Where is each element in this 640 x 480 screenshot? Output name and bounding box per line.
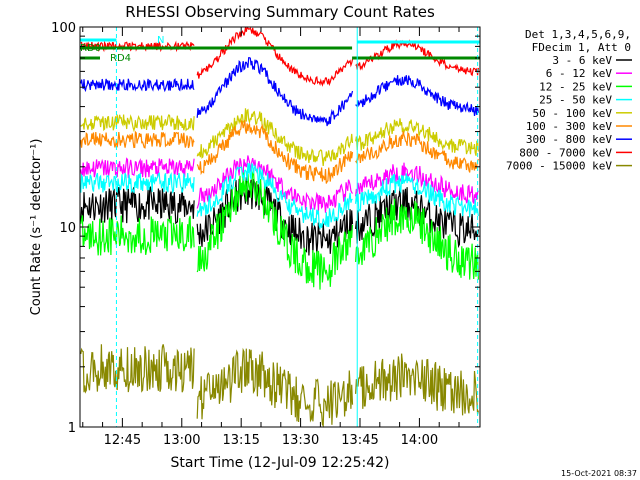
legend-entry-label: 7000 - 15000 keV	[506, 160, 612, 173]
series-line	[80, 119, 479, 184]
y-tick-label: 10	[59, 221, 76, 236]
x-tick-label: 14:00	[401, 433, 438, 448]
series-line	[80, 344, 479, 428]
legend-entry-label: 100 - 300 keV	[526, 120, 612, 133]
x-tick-label: 13:15	[222, 433, 259, 448]
x-tick-label: 13:00	[163, 433, 200, 448]
legend-entry-label: 6 - 12 keV	[546, 67, 613, 80]
x-axis-label: Start Time (12-Jul-09 12:25:42)	[170, 455, 389, 471]
footer-date: 15-Oct-2021 08:37	[561, 469, 637, 478]
x-tick-label: 13:30	[282, 433, 319, 448]
chart-title: RHESSI Observing Summary Count Rates	[125, 3, 435, 21]
y-axis-label: Count Rate (s⁻¹ detector⁻¹)	[29, 139, 44, 316]
legend-entry-label: 300 - 800 keV	[526, 133, 612, 146]
annotation-overlays: RD0 RD4 N	[80, 27, 480, 427]
x-tick-label: 12:45	[104, 433, 141, 448]
y-tick-label: 1	[68, 421, 76, 436]
x-tick-label: 13:45	[341, 433, 378, 448]
series-line	[80, 108, 479, 166]
legend-entry-label: 50 - 100 keV	[533, 107, 613, 120]
y-axis: 1 10 100	[51, 21, 480, 436]
series-line	[80, 169, 479, 290]
series-line	[80, 163, 479, 231]
x-axis: 12:45 13:00 13:15 13:30 13:45 14:00	[82, 27, 460, 448]
y-tick-label: 100	[51, 21, 76, 36]
series-line	[80, 26, 479, 87]
legend-header-line-2: FDecim 1, Att 0	[532, 41, 631, 54]
data-curves	[80, 26, 479, 428]
annotation-label: N	[157, 35, 164, 46]
annotation-label: RD0	[80, 43, 101, 54]
legend-entry-label: 3 - 6 keV	[552, 54, 612, 67]
legend-entry-label: 800 - 7000 keV	[519, 146, 612, 159]
legend-header-line-1: Det 1,3,4,5,6,9,	[525, 28, 631, 41]
legend-entry-label: 25 - 50 keV	[539, 94, 612, 107]
legend-entry-label: 12 - 25 keV	[539, 80, 612, 93]
annotation-label: RD4	[110, 53, 131, 64]
series-line	[80, 57, 479, 127]
